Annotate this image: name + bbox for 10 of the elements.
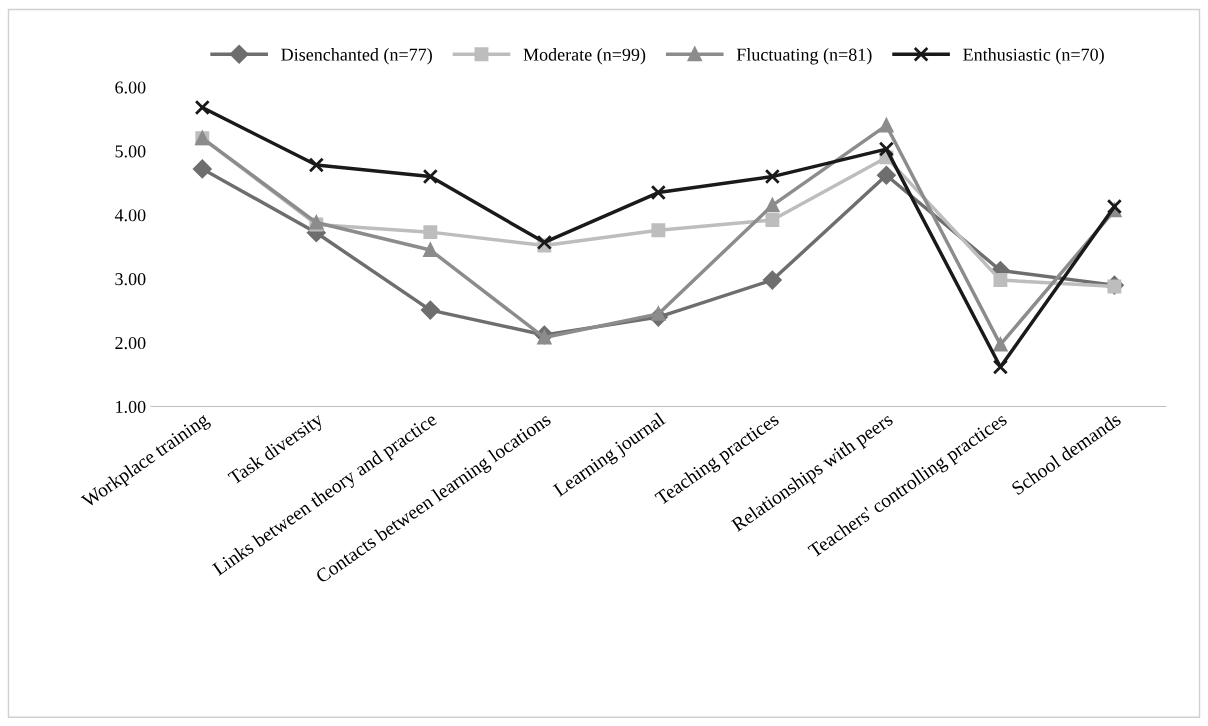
y-tick-label: 1.00 bbox=[116, 400, 146, 414]
y-tick-label: 4.00 bbox=[114, 209, 146, 222]
y-tick-label: 2.00 bbox=[115, 336, 146, 350]
y-tick-label: 3.00 bbox=[115, 273, 146, 286]
y-tick-label: 5.00 bbox=[115, 145, 146, 158]
legend-label: Moderate (n=99) bbox=[523, 48, 646, 65]
legend-label: Enthusiastic (n=70) bbox=[963, 48, 1104, 65]
legend-label: Disenchanted (n=77) bbox=[281, 48, 432, 65]
legend-label: Fluctuating (n=81) bbox=[736, 48, 872, 65]
y-tick-label: 6.00 bbox=[115, 81, 146, 94]
